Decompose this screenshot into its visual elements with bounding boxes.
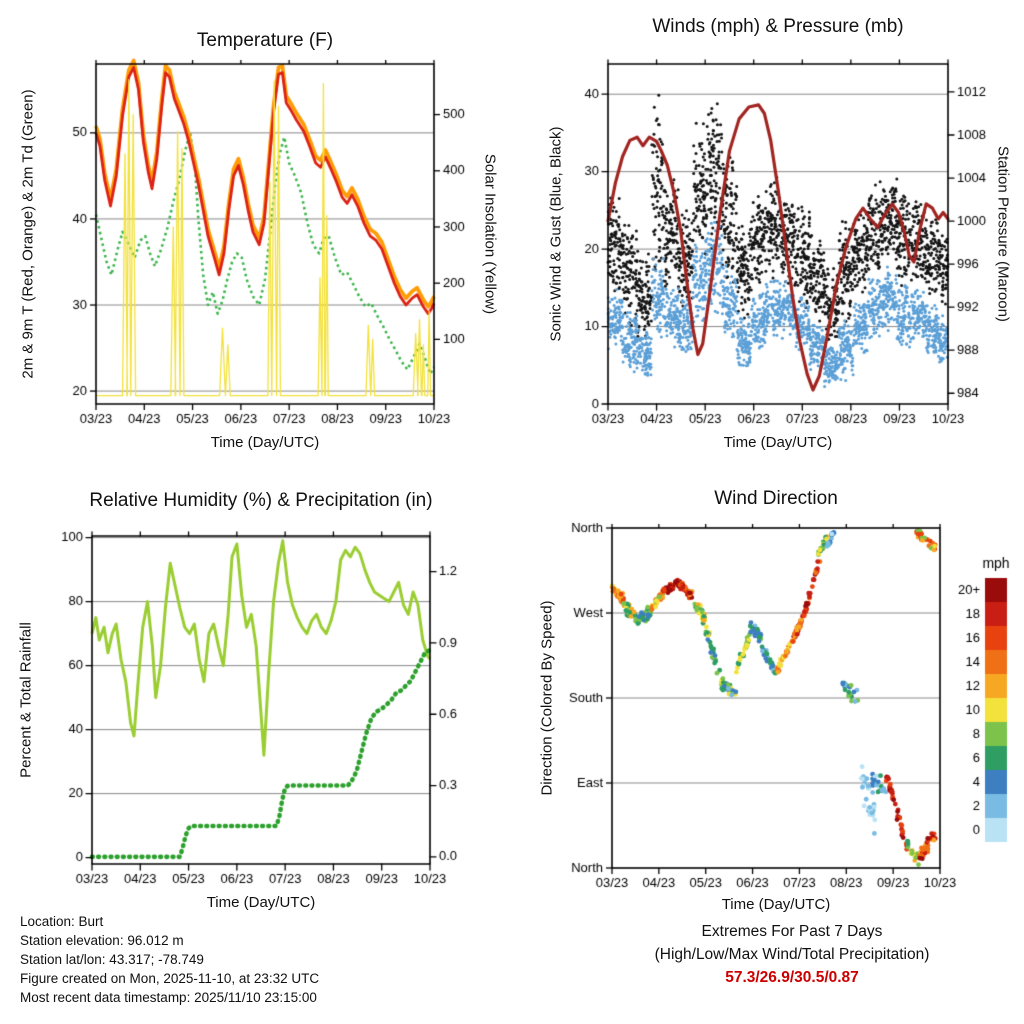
solar-ylabel-right: Solar Insolation (Yellow) xyxy=(481,153,499,315)
rh-precip-title: Relative Humidity (%) & Precipitation (i… xyxy=(89,490,433,511)
wind-direction-chart-canvas xyxy=(512,470,1024,940)
temperature-chart-canvas xyxy=(0,0,512,470)
station-location: Location: Burt xyxy=(20,914,104,929)
extremes-title: Extremes For Past 7 Days xyxy=(701,923,883,940)
recent-timestamp: Most recent data timestamp: 2025/11/10 2… xyxy=(20,990,317,1005)
pressure-ylabel-right: Station Pressure (Maroon) xyxy=(994,146,1012,322)
station-elevation: Station elevation: 96.012 m xyxy=(20,933,184,948)
rh-precip-chart-canvas xyxy=(0,470,512,940)
station-latlon: Station lat/lon: 43.317; -78.749 xyxy=(20,952,204,967)
winds-pressure-title: Winds (mph) & Pressure (mb) xyxy=(652,16,904,37)
winds-pressure-xlabel: Time (Day/UTC) xyxy=(723,434,833,451)
extremes-subtitle: (High/Low/Max Wind/Total Precipitation) xyxy=(654,946,930,963)
winds-pressure-chart-canvas xyxy=(512,0,1024,470)
wind-direction-xlabel: Time (Day/UTC) xyxy=(721,896,831,913)
temperature-title: Temperature (F) xyxy=(196,30,334,51)
station-info: Location: Burt Station elevation: 96.012… xyxy=(20,912,319,1007)
temperature-ylabel-left: 2m & 9m T (Red, Orange) & 2m Td (Green) xyxy=(19,89,37,379)
rh-precip-xlabel: Time (Day/UTC) xyxy=(206,894,316,911)
figure-created: Figure created on Mon, 2025-11-10, at 23… xyxy=(20,971,320,986)
winds-ylabel-left: Sonic Wind & Gust (Blue, Black) xyxy=(547,126,565,342)
wind-direction-ylabel-left: Direction (Colored By Speed) xyxy=(538,600,556,796)
wind-direction-title: Wind Direction xyxy=(714,488,838,509)
rh-ylabel-left: Percent & Total Rainfall xyxy=(17,622,35,778)
extremes-values: 57.3/26.9/30.5/0.87 xyxy=(725,969,859,986)
extremes-block: Extremes For Past 7 Days (High/Low/Max W… xyxy=(612,920,972,989)
temperature-xlabel: Time (Day/UTC) xyxy=(210,434,320,451)
